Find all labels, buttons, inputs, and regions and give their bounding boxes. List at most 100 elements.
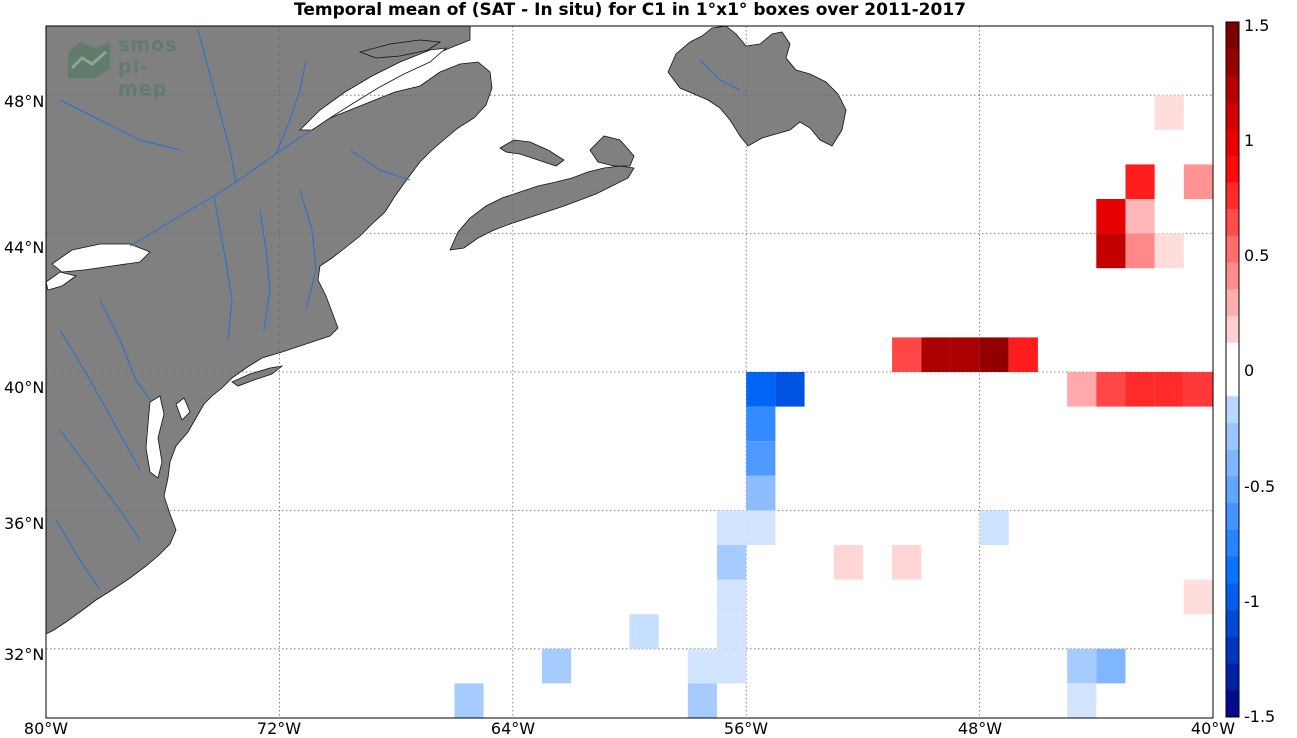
anomaly-cell xyxy=(979,337,1009,372)
lat-label-36n: 36°N xyxy=(4,514,45,533)
logo-line2: pi-mep xyxy=(118,56,168,100)
colorbar-step xyxy=(1226,690,1239,718)
colorbar-step xyxy=(1226,476,1239,504)
anomaly-cell xyxy=(746,510,776,545)
anomaly-cell xyxy=(1096,648,1126,684)
river-9 xyxy=(55,519,101,591)
colorbar-step xyxy=(1226,262,1239,290)
lat-label-32n: 32°N xyxy=(4,645,45,664)
lon-label-72w: 72°W xyxy=(256,719,302,738)
lake-ontario xyxy=(51,243,151,273)
river-12 xyxy=(699,59,741,91)
anomaly-cell xyxy=(921,337,951,372)
colorbar-label-1: 1 xyxy=(1244,131,1255,150)
anomaly-cell xyxy=(1125,372,1155,407)
colorbar-step xyxy=(1226,422,1239,451)
colorbar-step xyxy=(1226,583,1239,611)
anomaly-cell xyxy=(775,372,805,407)
lat-label-40n: 40°N xyxy=(4,378,45,397)
anomaly-cell xyxy=(717,648,747,684)
anomaly-cell xyxy=(1008,337,1038,372)
river-8 xyxy=(59,429,141,541)
anomaly-cell xyxy=(1125,199,1155,234)
anomaly-cell xyxy=(1183,164,1213,199)
smos-pimep-logo: smos pi-mep xyxy=(66,34,196,100)
land-long-island xyxy=(231,365,284,387)
river-10 xyxy=(59,99,181,151)
anomaly-cell xyxy=(629,614,659,649)
colorbar-step xyxy=(1226,529,1239,558)
chesapeake-bay xyxy=(145,395,165,479)
anomaly-cell xyxy=(1125,233,1155,269)
colorbar-label-neg-1: -1 xyxy=(1244,592,1260,611)
rivers-layer xyxy=(55,29,741,591)
anomaly-cell xyxy=(1067,648,1097,684)
colorbar-step xyxy=(1226,128,1239,157)
page-title: Temporal mean of (SAT - In situ) for C1 … xyxy=(294,0,966,20)
lon-label-56w: 56°W xyxy=(723,719,769,738)
anomaly-cell xyxy=(1154,233,1184,269)
colorbar-step xyxy=(1226,316,1239,344)
land-layer xyxy=(45,25,847,635)
land-anticosti xyxy=(358,39,442,59)
anomaly-cell xyxy=(717,614,747,649)
river-3 xyxy=(213,195,233,341)
river-5 xyxy=(299,189,317,311)
lon-label-48w: 48°W xyxy=(957,719,1003,738)
anomaly-cell xyxy=(1096,199,1126,234)
land-pei xyxy=(499,139,565,167)
anomaly-cells xyxy=(454,95,1213,718)
colorbar-step xyxy=(1226,610,1239,638)
colorbar-step xyxy=(1226,449,1239,477)
river-4 xyxy=(259,209,271,331)
river-7 xyxy=(59,329,141,471)
colorbar-label-neg-0-5: -0.5 xyxy=(1244,477,1276,496)
lat-label-48n: 48°N xyxy=(4,92,45,111)
anomaly-cell xyxy=(1154,372,1184,407)
anomaly-cell xyxy=(717,545,747,580)
anomaly-cell xyxy=(1125,164,1155,199)
colorbar-step xyxy=(1226,182,1239,210)
anomaly-cell xyxy=(541,648,572,684)
lon-label-64w: 64°W xyxy=(490,719,536,738)
anomaly-cell xyxy=(746,441,776,476)
colorbar-label-neg-1-5: -1.5 xyxy=(1244,707,1276,726)
lake-erie xyxy=(45,271,77,291)
anomaly-cell xyxy=(717,579,747,615)
colorbar-label-0: 0 xyxy=(1244,361,1255,380)
land-cape-breton xyxy=(589,135,635,167)
colorbar-step xyxy=(1226,663,1239,691)
anomaly-cell xyxy=(687,648,718,684)
colorbar-step xyxy=(1226,155,1239,183)
anomaly-cell xyxy=(833,545,863,580)
colorbar-step xyxy=(1226,209,1239,237)
anomaly-cell xyxy=(717,510,747,545)
colorbar-step xyxy=(1226,235,1239,263)
colorbar-step xyxy=(1226,75,1239,103)
colorbar-border xyxy=(1225,21,1240,718)
map-border xyxy=(45,25,1214,719)
anomaly-cell xyxy=(1067,683,1097,718)
land-mainland xyxy=(45,25,493,635)
logo-mark-icon xyxy=(68,42,110,78)
river-11 xyxy=(349,149,411,181)
anomaly-cell xyxy=(1096,233,1126,269)
logo-line1: smos xyxy=(118,34,178,56)
anomaly-cell xyxy=(892,337,922,372)
anomaly-cell xyxy=(1096,372,1126,407)
colorbar-step xyxy=(1226,102,1239,130)
lon-label-80w: 80°W xyxy=(23,719,69,738)
colorbar-step xyxy=(1226,289,1239,317)
anomaly-cell xyxy=(1067,372,1097,407)
colorbar xyxy=(1225,21,1240,718)
colorbar-label-0-5: 0.5 xyxy=(1244,246,1270,265)
river-6 xyxy=(99,299,151,401)
anomaly-cell xyxy=(892,545,922,580)
st-lawrence-estuary xyxy=(299,47,448,131)
river-2 xyxy=(275,59,307,155)
anomaly-cell xyxy=(1154,95,1184,130)
land-newfoundland xyxy=(667,25,847,147)
colorbar-label-1-5: 1.5 xyxy=(1244,16,1270,35)
lat-label-44n: 44°N xyxy=(4,238,45,257)
colorbar-step xyxy=(1226,342,1239,370)
